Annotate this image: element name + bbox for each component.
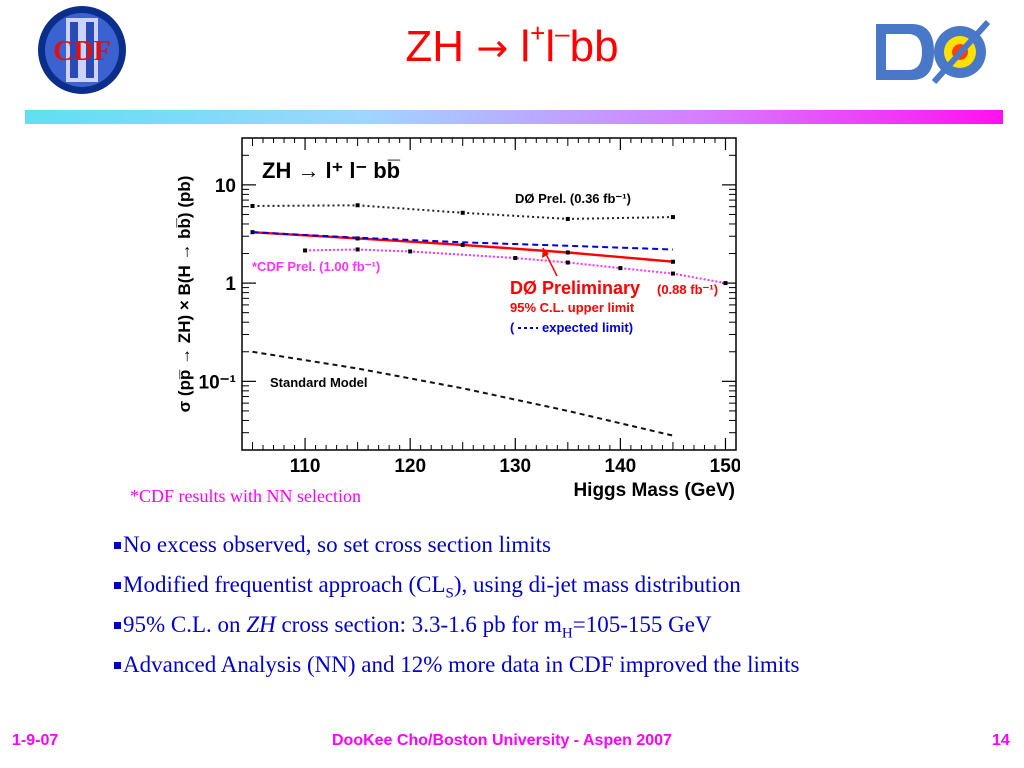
bullet-item: 95% C.L. on ZH cross section: 3.3-1.6 pb…	[114, 610, 799, 650]
x-tick-label: 130	[499, 456, 531, 477]
bullet-text: cross section: 3.3-1.6 pb for m	[275, 612, 562, 637]
series-point-cdf-prel-1-00-fb	[723, 281, 728, 286]
label-d0-036: DØ Prel. (0.36 fb⁻¹)	[515, 191, 631, 206]
d0-label-arrowhead	[542, 248, 549, 258]
series-line-expected-limit	[252, 231, 673, 251]
cdf-logo-text: CDF	[53, 36, 111, 67]
axis-ticks: 110 120 130 140 150 10 1 10⁻¹	[199, 137, 740, 477]
x-tick-label: 150	[710, 456, 740, 477]
footer-center: DooKee Cho/Boston University - Aspen 200…	[332, 732, 672, 749]
bullet-square-icon	[114, 582, 121, 589]
series-point-cdf-prel-1-00-fb	[303, 248, 308, 253]
series-group	[250, 203, 728, 437]
plot-title: ZH → l⁺ l⁻ bb̅	[262, 158, 401, 183]
y-axis-label: σ (pp̅ → ZH) × B(H → bb̅) (pb)	[175, 176, 194, 413]
label-d0-lumi: (0.88 fb⁻¹)	[657, 282, 718, 297]
bullet-emphasis: ZH	[246, 612, 276, 637]
footnote: *CDF results with NN selection	[130, 486, 361, 506]
series-point-d-preliminary-0-88-fb	[565, 250, 570, 255]
series-point-d-prel-0-36-fb	[670, 215, 675, 220]
bullet-item: Advanced Analysis (NN) and 12% more data…	[114, 650, 799, 690]
bullet-subscript: S	[445, 585, 454, 602]
bullet-text: 95% C.L. on	[123, 612, 247, 637]
bullet-text: ), using di-jet mass distribution	[453, 572, 741, 597]
limit-plot: 110 120 130 140 150 10 1 10⁻¹ ZH → l⁺ l⁻ bb̅ DØ…	[175, 137, 740, 500]
label-d0-preliminary: DØ Preliminary	[510, 278, 640, 298]
bullet-item: Modified frequentist approach (CLS), usi…	[114, 570, 799, 610]
x-tick-label: 140	[605, 456, 637, 477]
series-point-d-prel-0-36-fb	[460, 210, 465, 215]
series-point-cdf-prel-1-00-fb	[618, 266, 623, 271]
series-point-cdf-prel-1-00-fb	[565, 260, 570, 265]
title-bb: bb	[569, 22, 619, 71]
bullet-square-icon	[114, 542, 121, 549]
title-minus: –	[555, 18, 570, 48]
title-arrow: →	[476, 26, 509, 70]
series-point-cdf-prel-1-00-fb	[355, 247, 360, 252]
label-standard-model: Standard Model	[270, 375, 368, 390]
bullet-text: =105-155 GeV	[572, 612, 712, 637]
x-tick-label: 120	[394, 456, 426, 477]
footer-page-number: 14	[992, 732, 1010, 749]
title-lepton2: l	[545, 22, 556, 71]
y-tick-label: 10	[215, 176, 236, 197]
cdf-logo: CDF	[38, 6, 126, 94]
series-line-cdf-prel-1-00-fb	[305, 248, 726, 285]
series-point-d-preliminary-0-88-fb	[670, 259, 675, 264]
title-main: ZH	[405, 22, 465, 71]
footer-date: 1-9-07	[12, 732, 59, 749]
slide-title: ZH → l+l–bb	[300, 18, 724, 72]
bullet-text: No excess observed, so set cross section…	[123, 532, 551, 557]
y-tick-label: 1	[225, 274, 236, 295]
d0-logo: DØ	[872, 16, 992, 88]
bullet-text: Advanced Analysis (NN) and 12% more data…	[123, 652, 800, 677]
bullet-subscript: H	[561, 625, 573, 642]
series-point-cdf-prel-1-00-fb	[408, 249, 413, 254]
series-point-cdf-prel-1-00-fb	[513, 256, 518, 261]
bullet-square-icon	[114, 662, 121, 669]
title-lepton1: l	[520, 22, 531, 71]
label-expected: expected limit)	[542, 320, 633, 335]
series-point-d-preliminary-0-88-fb	[460, 242, 465, 247]
series-point-d-prel-0-36-fb	[250, 203, 255, 208]
title-plus: +	[530, 18, 546, 48]
label-cdf-100: *CDF Prel. (1.00 fb⁻¹)	[252, 259, 380, 274]
series-point-d-prel-0-36-fb	[565, 216, 570, 221]
d0-logo-text: DØ	[931, 85, 933, 87]
y-tick-label: 10⁻¹	[199, 372, 237, 393]
x-tick-label: 110	[290, 456, 321, 477]
plot-frame	[241, 137, 737, 451]
bullet-square-icon	[114, 622, 121, 629]
bullet-list: No excess observed, so set cross section…	[114, 530, 799, 690]
label-cl-limit: 95% C.L. upper limit	[510, 300, 635, 315]
label-expected-open: (	[510, 320, 515, 335]
x-axis-label: Higgs Mass (GeV)	[573, 480, 735, 500]
title-divider	[25, 110, 1003, 124]
series-point-cdf-prel-1-00-fb	[670, 271, 675, 276]
bullet-text: Modified frequentist approach (CL	[123, 572, 446, 597]
bullet-item: No excess observed, so set cross section…	[114, 530, 799, 570]
series-point-d-prel-0-36-fb	[355, 203, 360, 208]
